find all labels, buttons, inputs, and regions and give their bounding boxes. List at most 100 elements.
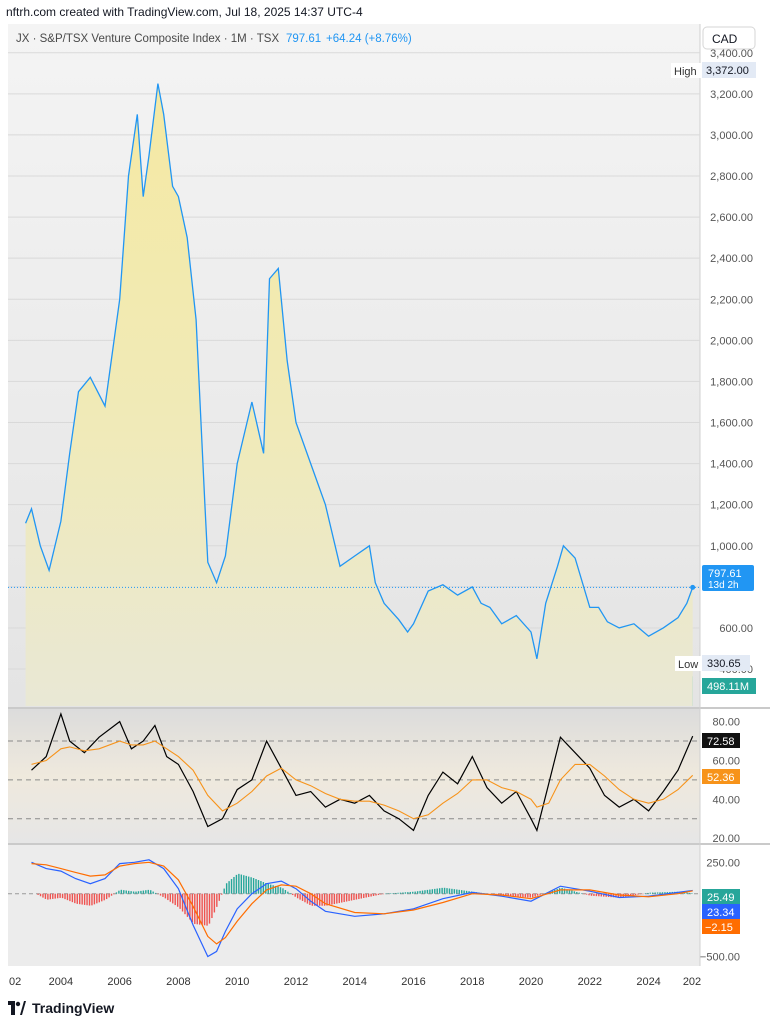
macd-hist-bar [150, 890, 152, 894]
macd-hist-bar [527, 893, 529, 898]
currency-button[interactable] [702, 26, 756, 50]
macd-hist-bar [287, 891, 289, 894]
macd-hist-bar [468, 891, 470, 894]
y-tick-label: 600.00 [719, 623, 753, 635]
y-tick-label: 1,000.00 [710, 541, 753, 553]
macd-hist-bar [387, 893, 389, 894]
last-price-value: 797.61 [286, 33, 321, 45]
macd-hist-bar [54, 893, 56, 899]
y-tick-label: 1,400.00 [710, 459, 753, 471]
macd-hist-bar [164, 893, 167, 899]
macd-hist-bar [333, 893, 336, 905]
macd-hist-bar [47, 893, 49, 900]
brand-logo[interactable]: TradingView [8, 1000, 114, 1016]
tradingview-icon [8, 1001, 26, 1015]
macd-hist-bar [419, 890, 421, 894]
macd-hist-bar [142, 890, 145, 894]
x-tick-label: 2014 [342, 976, 366, 988]
rsi-pane-bg [8, 709, 700, 843]
macd-hist-bar [414, 891, 416, 894]
macd-hist-bar [642, 893, 644, 895]
macd-hist-bar [691, 893, 693, 894]
macd-hist-bar [399, 892, 402, 894]
macd-hist-bar [566, 889, 568, 894]
y-tick-label: 2,200.00 [710, 294, 753, 306]
macd-hist-bar [429, 889, 431, 894]
macd-hist-bar [669, 891, 671, 894]
macd-hist-bar [421, 890, 424, 894]
macd-hist-bar [154, 892, 157, 894]
macd-hist-bar [363, 893, 365, 899]
macd-hist-bar [688, 892, 691, 894]
price-area [25, 83, 693, 707]
x-tick-label: 2010 [225, 976, 249, 988]
high-value-bg [702, 62, 756, 78]
macd-hist-bar [91, 893, 93, 906]
macd-tag-1-bg [702, 889, 740, 904]
macd-hist-bar [382, 893, 385, 895]
macd-hist-bar [115, 892, 118, 894]
macd-hist-bar [316, 893, 318, 906]
macd-hist-bar [238, 873, 240, 894]
macd-hist-bar [458, 889, 460, 894]
macd-hist-bar [37, 893, 39, 895]
macd-tag-3-bg [702, 919, 740, 934]
macd-hist-bar [304, 893, 306, 903]
macd-hist-bar [561, 887, 563, 894]
macd-hist-bar [563, 888, 566, 894]
macd-hist-bar [270, 884, 272, 894]
macd-hist-bar [86, 893, 88, 906]
macd-hist-bar [118, 890, 120, 894]
bar-countdown: 13d 2h [708, 580, 739, 591]
macd-hist-bar [162, 893, 164, 897]
macd-hist-bar [573, 891, 576, 894]
macd-hist-bar [245, 875, 247, 894]
macd-hist-bar [576, 891, 578, 894]
macd-hist-bar [341, 893, 343, 903]
macd-tag-1: 25.49 [707, 892, 735, 904]
macd-hist-bar [301, 893, 304, 901]
macd-hist-bar [394, 892, 397, 894]
low-value: 330.65 [707, 658, 741, 670]
chart-credit: nftrh.com created with TradingView.com, … [6, 5, 363, 19]
macd-hist-bar [49, 893, 52, 900]
macd-hist-bar [534, 893, 536, 897]
macd-hist-bar [137, 891, 140, 894]
macd-hist-bar [666, 892, 669, 894]
low-tag: Low [678, 659, 698, 671]
macd-hist-bar [284, 890, 287, 894]
macd-hist-bar [652, 892, 654, 894]
macd-hist-bar [426, 889, 429, 894]
macd-hist-bar [64, 893, 66, 900]
macd-hist-bar [353, 893, 355, 901]
macd-hist-bar [456, 889, 458, 894]
macd-hist-bar [274, 885, 277, 894]
macd-hist-bar [98, 893, 101, 903]
macd-hist-bar [169, 893, 172, 902]
macd-hist-bar [218, 893, 220, 901]
macd-hist-bar [661, 892, 664, 894]
brand-name: TradingView [32, 1000, 115, 1016]
macd-hist-bar [56, 893, 59, 899]
macd-hist-bar [409, 891, 411, 894]
macd-hist-bar [191, 893, 194, 923]
macd-hist-bar [326, 893, 328, 906]
macd-hist-bar [412, 891, 414, 894]
y-tick-label: 3,400.00 [710, 48, 753, 60]
macd-hist-bar [451, 888, 453, 894]
macd-hist-bar [309, 893, 311, 905]
macd-hist-bar [603, 893, 605, 897]
macd-hist-bar [365, 893, 367, 898]
x-tick-label: 2018 [460, 976, 484, 988]
macd-hist-bar [105, 893, 108, 900]
macd-hist-bar [179, 893, 181, 909]
macd-hist-bar [358, 893, 360, 900]
macd-hist-bar [213, 893, 216, 913]
macd-hist-bar [593, 893, 595, 896]
x-tick-label: 2012 [284, 976, 308, 988]
macd-hist-bar [277, 886, 279, 894]
macd-hist-bar [172, 893, 174, 904]
macd-hist-bar [644, 893, 647, 894]
macd-hist-bar [431, 889, 434, 894]
